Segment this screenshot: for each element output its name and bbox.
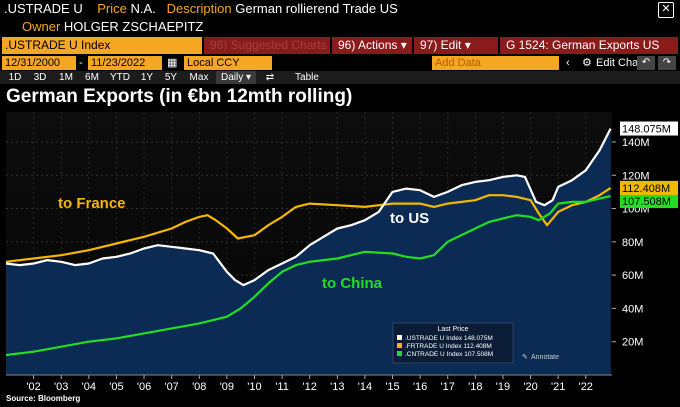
legend-entry: .FRTRADE U Index 112.408M bbox=[405, 343, 492, 350]
description-label: Description bbox=[166, 1, 232, 16]
start-date-input[interactable]: 12/31/2000 bbox=[2, 56, 76, 70]
y-tick-label: 140M bbox=[622, 137, 650, 149]
series-line-to-us bbox=[5, 128, 612, 287]
last-value-box bbox=[620, 121, 678, 136]
command-toolbar: .USTRADE U Index 96) Suggested Charts 96… bbox=[0, 37, 680, 54]
x-tick-label: '02 bbox=[26, 381, 40, 393]
us-area-fill bbox=[6, 128, 611, 375]
tab-ytd[interactable]: YTD bbox=[110, 72, 130, 83]
x-tick-label: '06 bbox=[137, 381, 151, 393]
ticker-label[interactable]: .USTRADE U bbox=[4, 1, 83, 16]
collapse-icon[interactable]: ‹ bbox=[566, 57, 570, 69]
legend-entry: .USTRADE U Index 148.075M bbox=[405, 335, 493, 342]
legend-swatch bbox=[397, 335, 402, 340]
suggested-charts-button[interactable]: 96) Suggested Charts bbox=[204, 37, 330, 54]
y-tick-label: 120M bbox=[622, 170, 650, 182]
legend-swatch bbox=[397, 351, 402, 356]
tab-1y[interactable]: 1Y bbox=[140, 72, 154, 83]
close-icon[interactable]: ✕ bbox=[658, 2, 674, 18]
annotation-to-china: to China bbox=[322, 275, 383, 292]
x-tick-label: '07 bbox=[164, 381, 178, 393]
y-tick-label: 20M bbox=[622, 337, 643, 349]
x-tick-label: '12 bbox=[303, 381, 317, 393]
tab-max[interactable]: Max bbox=[189, 72, 209, 83]
y-tick-label: 60M bbox=[622, 270, 643, 282]
legend-title: Last Price bbox=[437, 326, 468, 333]
source-footer: Source: Bloomberg bbox=[6, 394, 81, 403]
x-tick-label: '11 bbox=[275, 381, 289, 393]
annotation-to-france: to France bbox=[58, 195, 126, 212]
chart-type-icon[interactable]: ⇄ bbox=[265, 72, 275, 83]
tab-3d[interactable]: 3D bbox=[33, 72, 47, 83]
tab-1d[interactable]: 1D bbox=[8, 72, 22, 83]
chart-code-label: G 1524: German Exports US bbox=[500, 37, 678, 54]
tab-1m[interactable]: 1M bbox=[59, 72, 73, 83]
x-tick-label: '09 bbox=[220, 381, 234, 393]
series-line-to-france bbox=[5, 186, 612, 263]
legend-box bbox=[392, 322, 514, 364]
x-tick-label: '16 bbox=[413, 381, 427, 393]
owner-label: Owner bbox=[22, 19, 61, 34]
y-tick-label: 40M bbox=[622, 303, 643, 315]
annotation-to-us: to US bbox=[390, 210, 429, 227]
period-tabs: 1D 3D 1M 6M YTD 1Y 5Y Max Daily ▾ ⇄ Tabl… bbox=[0, 71, 680, 84]
tab-5y[interactable]: 5Y bbox=[164, 72, 178, 83]
legend: Last Price .USTRADE U Index 148.075M.FRTR… bbox=[392, 322, 559, 364]
x-tick-label: '13 bbox=[330, 381, 344, 393]
legend-entry: .CNTRADE U Index 107.508M bbox=[405, 351, 493, 358]
x-tick-label: '18 bbox=[468, 381, 482, 393]
chart-title: German Exports (in €bn 12mth rolling) bbox=[6, 86, 353, 107]
description-value: German rollierend Trade US bbox=[235, 1, 398, 16]
legend-swatch bbox=[397, 343, 402, 348]
owner-row: Owner HOLGER ZSCHAEPITZ bbox=[0, 18, 680, 36]
x-tick-label: '10 bbox=[247, 381, 261, 393]
annotate-icon: ✎ bbox=[522, 354, 528, 361]
price-label: Price bbox=[97, 1, 127, 16]
annotate-label: Annotate bbox=[531, 354, 559, 361]
last-value-label: 112.408M bbox=[622, 183, 670, 195]
edit-menu[interactable]: 97) Edit ▾ bbox=[414, 37, 498, 54]
currency-select[interactable]: Local CCY bbox=[184, 56, 272, 70]
security-header: .USTRADE U Price N.A. Description German… bbox=[0, 0, 680, 18]
edit-chart-button[interactable]: Edit Chart bbox=[596, 57, 645, 69]
x-tick-label: '15 bbox=[385, 381, 399, 393]
forward-arrow-icon[interactable]: ↷ bbox=[658, 56, 676, 70]
x-tick-label: '14 bbox=[358, 381, 372, 393]
x-tick-label: '17 bbox=[441, 381, 455, 393]
x-tick-label: '04 bbox=[82, 381, 96, 393]
last-value-box bbox=[620, 194, 678, 209]
date-range-bar: 12/31/2000 - 11/23/2022 ▦ Local CCY Add … bbox=[0, 56, 680, 71]
x-tick-label: '20 bbox=[523, 381, 537, 393]
date-separator: - bbox=[79, 57, 83, 69]
settings-icon[interactable]: ⚙ bbox=[582, 57, 592, 69]
last-value-label: 107.508M bbox=[622, 196, 671, 208]
tab-table[interactable]: Table bbox=[295, 72, 319, 83]
price-value: N.A. bbox=[130, 1, 156, 16]
tab-6m[interactable]: 6M bbox=[85, 72, 99, 83]
frequency-select[interactable]: Daily ▾ bbox=[216, 71, 256, 84]
add-data-input[interactable]: Add Data bbox=[432, 56, 559, 70]
back-arrow-icon[interactable]: ↶ bbox=[637, 56, 655, 70]
series-line-to-china bbox=[5, 195, 611, 357]
last-value-box bbox=[620, 180, 678, 195]
last-value-label: 148.075M bbox=[622, 124, 671, 136]
end-date-input[interactable]: 11/23/2022 bbox=[88, 56, 162, 70]
ticker-input[interactable]: .USTRADE U Index bbox=[2, 37, 202, 54]
owner-value: HOLGER ZSCHAEPITZ bbox=[63, 19, 204, 34]
x-tick-label: '08 bbox=[192, 381, 206, 393]
x-tick-label: '19 bbox=[496, 381, 510, 393]
y-tick-label: 80M bbox=[622, 237, 643, 249]
x-tick-label: '22 bbox=[579, 381, 593, 393]
x-tick-label: '03 bbox=[54, 381, 68, 393]
actions-menu[interactable]: 96) Actions ▾ bbox=[332, 37, 412, 54]
x-tick-label: '05 bbox=[109, 381, 123, 393]
calendar-icon[interactable]: ▦ bbox=[167, 57, 178, 69]
x-tick-label: '21 bbox=[551, 381, 565, 393]
